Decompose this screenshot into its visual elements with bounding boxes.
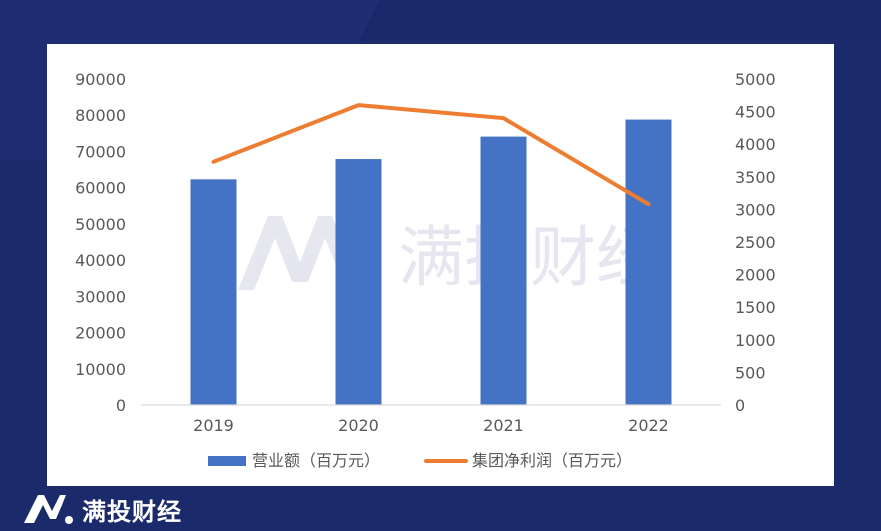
bar-series [190,119,672,406]
watermark-text: 满投财经 [398,219,662,296]
legend-line-label: 集团净利润（百万元） [472,451,632,470]
y-right-tick-label: 4500 [735,103,776,122]
y-right-tick-label: 3000 [735,200,776,219]
y-left-tick-label: 90000 [75,70,126,89]
brand-name: 满投财经 [82,497,182,526]
y-left-tick-label: 10000 [75,360,126,379]
watermark-logo-icon [238,216,362,290]
y-right-tick-label: 1000 [735,331,776,350]
brand-logo-icon [24,495,73,524]
legend-bar-swatch [208,456,246,466]
legend-bar-label: 营业额（百万元） [252,451,380,470]
y-right-tick-label: 5000 [735,70,776,89]
y-right-tick-label: 2000 [735,266,776,285]
x-tick-label: 2022 [628,416,669,435]
y-left-tick-label: 20000 [75,324,126,343]
bar-2020 [335,159,382,405]
y-left-tick-label: 30000 [75,287,126,306]
bar-2019 [190,179,237,405]
watermark: 满投财经 [238,216,662,296]
line-path [211,103,651,207]
y-left-tick-label: 80000 [75,106,126,125]
brand: 满投财经 [22,492,182,526]
x-tick-label: 2019 [193,416,234,435]
x-tick-label: 2020 [338,416,379,435]
y-left-tick-label: 70000 [75,142,126,161]
y-right-tick-label: 2500 [735,233,776,252]
legend: 营业额（百万元） 集团净利润（百万元） [208,451,632,470]
x-axis: 2019 2020 2021 2022 [193,416,669,435]
y-left-tick-label: 40000 [75,251,126,270]
line-series [211,103,651,207]
bar-2021 [480,136,527,406]
y-right-tick-label: 4000 [735,135,776,154]
chart-panel [47,44,834,486]
y-right-tick-label: 500 [735,363,766,382]
y-right-tick-label: 3500 [735,168,776,187]
bar-2022 [625,119,672,406]
y-left-tick-label: 60000 [75,179,126,198]
y-axis-right: 0 500 1000 1500 2000 2500 3000 3500 4000 4500 5000 [735,70,776,415]
y-right-tick-label: 0 [735,396,745,415]
y-left-tick-label: 50000 [75,215,126,234]
x-tick-label: 2021 [483,416,524,435]
y-right-tick-label: 1500 [735,298,776,317]
y-left-tick-label: 0 [116,396,126,415]
y-axis-left: 0 10000 20000 30000 40000 50000 60000 70000 8000… [75,70,126,415]
